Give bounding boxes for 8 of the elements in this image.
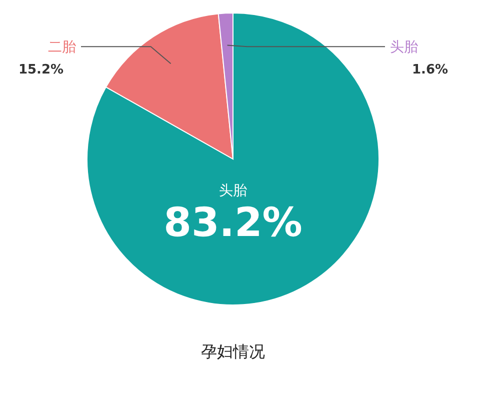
text: 孕妇情况 — [201, 342, 265, 361]
data-label: 1.6% — [412, 62, 448, 78]
data-label: 15.2% — [18, 62, 64, 78]
data-label: 83.2% — [164, 200, 302, 246]
slice-label: 头胎 — [390, 40, 418, 56]
slice-label: 二胎 — [48, 40, 76, 56]
pie-slice — [86, 12, 380, 306]
slice-label: 头胎 — [219, 183, 247, 199]
